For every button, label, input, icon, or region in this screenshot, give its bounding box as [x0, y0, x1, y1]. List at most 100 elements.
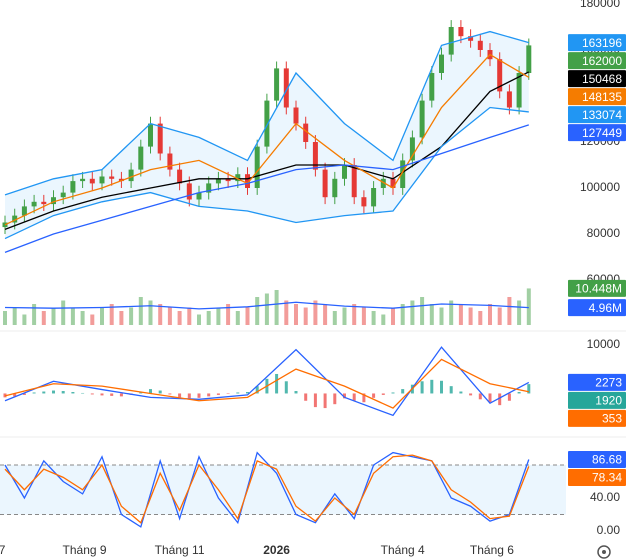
macd-histogram-bar	[149, 389, 152, 394]
candle-body	[109, 176, 115, 179]
macd-histogram-bar	[507, 393, 511, 401]
macd-histogram-bar	[401, 389, 405, 394]
macd-histogram-bar	[197, 393, 201, 398]
volume-bar	[352, 304, 357, 325]
macd-histogram-bar	[333, 393, 337, 405]
candle-body	[439, 54, 444, 73]
volume-bar	[420, 297, 425, 325]
candle-body	[245, 174, 250, 188]
x-tick-label: Tháng 9	[63, 543, 107, 557]
macd-histogram-bar	[236, 392, 240, 394]
volume-bar	[197, 314, 201, 325]
volume-bar	[429, 304, 434, 325]
volume-bar	[361, 307, 366, 325]
candle-body	[206, 183, 212, 193]
candle-body	[468, 36, 474, 41]
volume-bar	[255, 297, 260, 325]
candle-body	[12, 215, 18, 223]
volume-bar	[294, 304, 298, 325]
candle-body	[516, 73, 522, 108]
volume-bar	[70, 307, 75, 325]
volume-bar	[400, 304, 405, 325]
candle-body	[254, 146, 260, 188]
x-tick-label: Tháng 11	[155, 543, 205, 557]
candle-body	[322, 169, 328, 198]
macd-histogram-bar	[459, 391, 463, 394]
volume-bar	[303, 307, 308, 325]
macd-histogram-bar	[158, 390, 162, 394]
last-value-badge	[568, 124, 626, 142]
volume-bar	[458, 304, 463, 325]
macd-histogram-bar	[527, 384, 531, 394]
candle-body	[138, 146, 144, 170]
volume-bar	[449, 300, 454, 325]
y-tick-label: 180000	[580, 0, 620, 10]
candle-body	[361, 197, 367, 207]
candle-body	[283, 68, 289, 108]
volume-bar	[22, 314, 27, 325]
candle-body	[215, 178, 221, 184]
macd-histogram-bar	[119, 393, 123, 397]
last-value-badge	[568, 299, 626, 317]
gear[interactable]	[597, 545, 611, 559]
macd-histogram-bar	[440, 380, 443, 394]
candle-body	[60, 192, 66, 198]
volume-bar	[264, 293, 269, 325]
candle-body	[235, 174, 241, 182]
candle-body	[177, 169, 183, 184]
macd-histogram-bar	[430, 379, 434, 394]
macd-histogram-bar	[216, 393, 220, 395]
volume-bar	[488, 304, 492, 325]
macd-histogram-bar	[352, 393, 356, 401]
volume-bar	[313, 300, 318, 325]
y-tick-label: 40.00	[590, 490, 620, 504]
last-value-label: 150468	[582, 72, 622, 86]
macd-histogram-bar	[61, 391, 65, 394]
indicator-line	[4, 71, 530, 231]
last-value-badge	[568, 450, 626, 468]
volume-bar	[177, 311, 182, 325]
candle-body	[80, 178, 86, 182]
macd-histogram-bar	[42, 391, 46, 394]
macd-histogram-bar	[488, 393, 492, 403]
candle-body	[448, 27, 454, 55]
candle-body	[157, 123, 163, 154]
y-tick-label: 0.00	[597, 523, 621, 537]
macd-histogram-bar	[246, 392, 249, 394]
volume-bar	[323, 304, 328, 325]
candle-body	[41, 201, 47, 205]
candle-body	[497, 59, 503, 92]
gear-center[interactable]	[602, 550, 606, 554]
volume-bar	[51, 307, 56, 325]
macd-histogram-bar	[207, 393, 211, 397]
candle-body	[429, 73, 435, 101]
volume-bar	[332, 311, 337, 325]
candle-body	[400, 160, 406, 188]
macd-histogram-bar	[420, 381, 424, 394]
macd-histogram-bar	[52, 390, 55, 394]
candle-body	[196, 192, 202, 200]
settings-icon[interactable]	[597, 545, 611, 559]
macd-histogram-bar	[32, 392, 36, 394]
last-value-badge	[568, 279, 626, 297]
indicator-line	[4, 346, 530, 417]
candle-body	[31, 201, 37, 207]
volume-bar	[226, 304, 231, 325]
volume-bar	[468, 307, 473, 325]
last-value-label: 4.96M	[589, 301, 622, 315]
macd-histogram-bar	[294, 391, 298, 394]
macd-histogram-bar	[323, 393, 327, 409]
last-value-label: 86.68	[592, 453, 622, 467]
indicator-line	[4, 451, 530, 528]
macd-histogram-bar	[498, 393, 502, 406]
candle-body	[312, 142, 318, 170]
indicator-line	[4, 454, 530, 524]
candle-body	[89, 178, 95, 184]
macd-histogram-bar	[13, 393, 17, 397]
candle-body	[332, 178, 338, 198]
volume-bar	[32, 304, 37, 325]
last-value-badge	[568, 409, 626, 427]
volume-bar	[274, 290, 279, 325]
macd-histogram-bar	[391, 392, 395, 394]
